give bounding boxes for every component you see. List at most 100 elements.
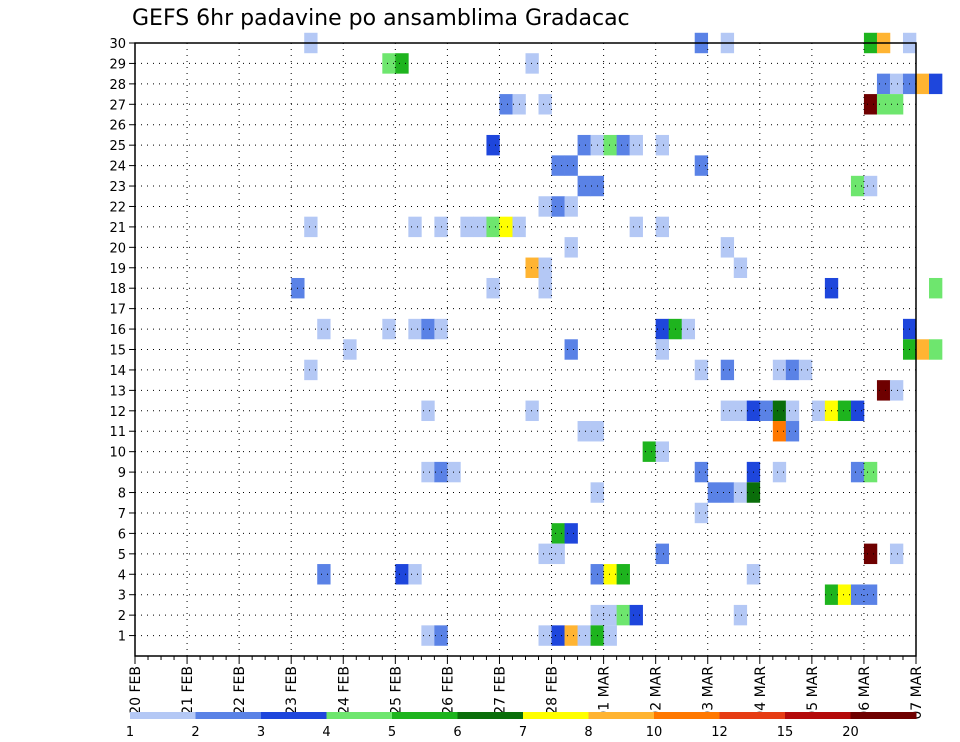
precip-cell [889, 543, 904, 565]
precip-cell [577, 175, 591, 197]
grid-lines [135, 42, 916, 656]
precip-cell [798, 359, 813, 381]
precip-cell [707, 482, 722, 503]
precip-cell [382, 318, 396, 340]
precip-cell [564, 625, 578, 646]
precip-cell [811, 400, 826, 422]
x-tick-label: 24 FEB [336, 666, 352, 715]
precip-cell [916, 339, 930, 360]
precip-cell [603, 564, 617, 585]
x-tick-label: 03 MAR [701, 666, 717, 720]
x-tick-label: 21 FEB [180, 666, 196, 715]
legend-swatch [457, 712, 524, 719]
precip-cell [681, 318, 696, 340]
precip-cell [720, 359, 735, 381]
x-tick-label: 26 FEB [440, 666, 456, 715]
precip-cell [929, 73, 943, 95]
precip-cell [603, 134, 617, 156]
precip-cell [863, 175, 878, 197]
precip-cell [538, 257, 552, 278]
precip-cell [564, 523, 578, 544]
precip-cell [564, 339, 578, 360]
precip-cell [772, 461, 787, 483]
precip-cell [720, 400, 735, 422]
y-tick-label: 19 [109, 262, 126, 277]
precip-cell [889, 94, 904, 115]
precip-cell [616, 564, 630, 585]
precip-cell [499, 94, 513, 115]
precip-cell [759, 400, 774, 422]
x-tick-label: 25 FEB [388, 666, 404, 715]
precip-cell [564, 237, 578, 258]
legend-swatch [523, 712, 589, 719]
precip-cell [486, 134, 500, 156]
precip-cell [486, 216, 500, 238]
precip-cell [850, 400, 865, 422]
precip-cell [564, 196, 578, 217]
y-tick-label: 26 [109, 119, 126, 134]
y-tick-label: 1 [118, 630, 126, 645]
color-legend: 1 2 3 4 5 6 7 8 10 12 15 20 [126, 712, 917, 740]
precip-cell [525, 257, 539, 278]
precip-cell [551, 196, 565, 217]
precip-cell [395, 53, 409, 74]
y-tick-label: 9 [118, 466, 126, 481]
y-tick-label: 22 [109, 200, 126, 215]
precip-cell [629, 604, 643, 626]
precip-cell [863, 584, 878, 605]
y-tick-label: 11 [109, 425, 126, 440]
legend-swatch [588, 712, 655, 719]
legend-label: 4 [322, 725, 330, 740]
precip-cell [733, 400, 748, 422]
precip-cell [863, 543, 878, 565]
y-tick-label: 13 [109, 384, 126, 399]
legend-label: 10 [646, 725, 663, 740]
legend-label: 12 [711, 725, 728, 740]
precip-cell [525, 53, 539, 74]
y-tick-label: 6 [118, 527, 126, 542]
x-tick-label: 04 MAR [753, 666, 769, 720]
precip-cell [551, 543, 565, 565]
precip-cell [304, 359, 318, 381]
precip-cell [629, 216, 643, 238]
legend-swatch [326, 712, 393, 719]
precip-cell [720, 237, 735, 258]
precip-cell [694, 461, 709, 483]
precip-cell [785, 359, 800, 381]
precip-cell [876, 380, 891, 401]
precip-cell [538, 94, 552, 115]
precip-cell [603, 604, 617, 626]
y-tick-label: 10 [109, 446, 126, 461]
precip-cell [916, 73, 930, 95]
precip-cell [577, 134, 591, 156]
precip-cell [538, 543, 552, 565]
x-tick-label: 28 FEB [545, 666, 561, 715]
precip-cell [460, 216, 474, 238]
legend-swatch [130, 712, 196, 719]
precip-cell [421, 625, 435, 646]
precip-cell [603, 625, 617, 646]
precip-cell [772, 359, 787, 381]
precip-cell [929, 277, 943, 299]
y-tick-label: 16 [109, 323, 126, 338]
precip-cell [876, 94, 891, 115]
x-tick-label: 23 FEB [284, 666, 300, 715]
precip-cell [733, 604, 748, 626]
precip-cell [850, 584, 865, 605]
precip-cell [538, 196, 552, 217]
precip-cell [694, 359, 709, 381]
y-tick-label: 27 [109, 98, 126, 113]
precip-cell [655, 134, 669, 156]
precip-cell [929, 339, 943, 360]
precip-cell [551, 155, 565, 176]
y-tick-label: 18 [109, 282, 126, 297]
legend-label: 3 [257, 725, 265, 740]
y-axis: 1234567891011121314151617181920212223242… [109, 37, 135, 645]
precip-cell [772, 421, 787, 442]
precip-cell [304, 216, 318, 238]
precip-cell [408, 216, 422, 238]
precip-cell [473, 216, 487, 238]
precip-cell [720, 482, 735, 503]
precip-cell [733, 482, 748, 503]
